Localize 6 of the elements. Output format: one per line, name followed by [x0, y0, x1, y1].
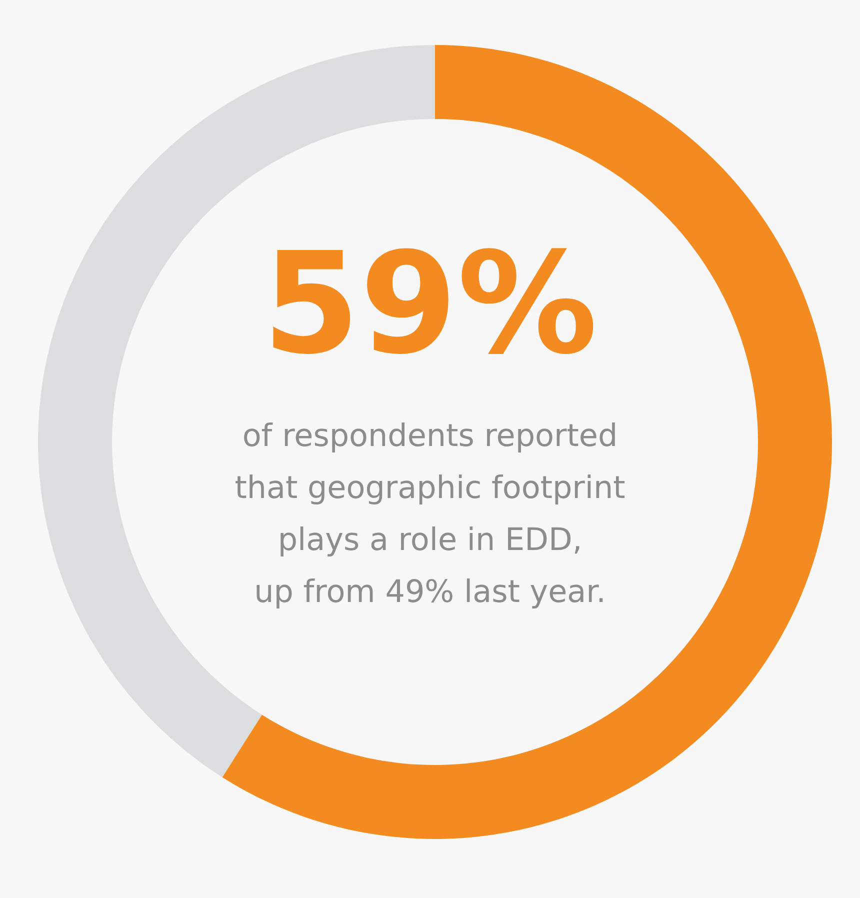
text: up from 49% last year. [253, 573, 607, 612]
text: plays a role in EDD, [276, 521, 584, 560]
donut-slice [222, 45, 832, 838]
data-label: 59% [261, 223, 599, 386]
text: of respondents reported [241, 417, 619, 456]
text: that geographic footprint [234, 469, 626, 508]
